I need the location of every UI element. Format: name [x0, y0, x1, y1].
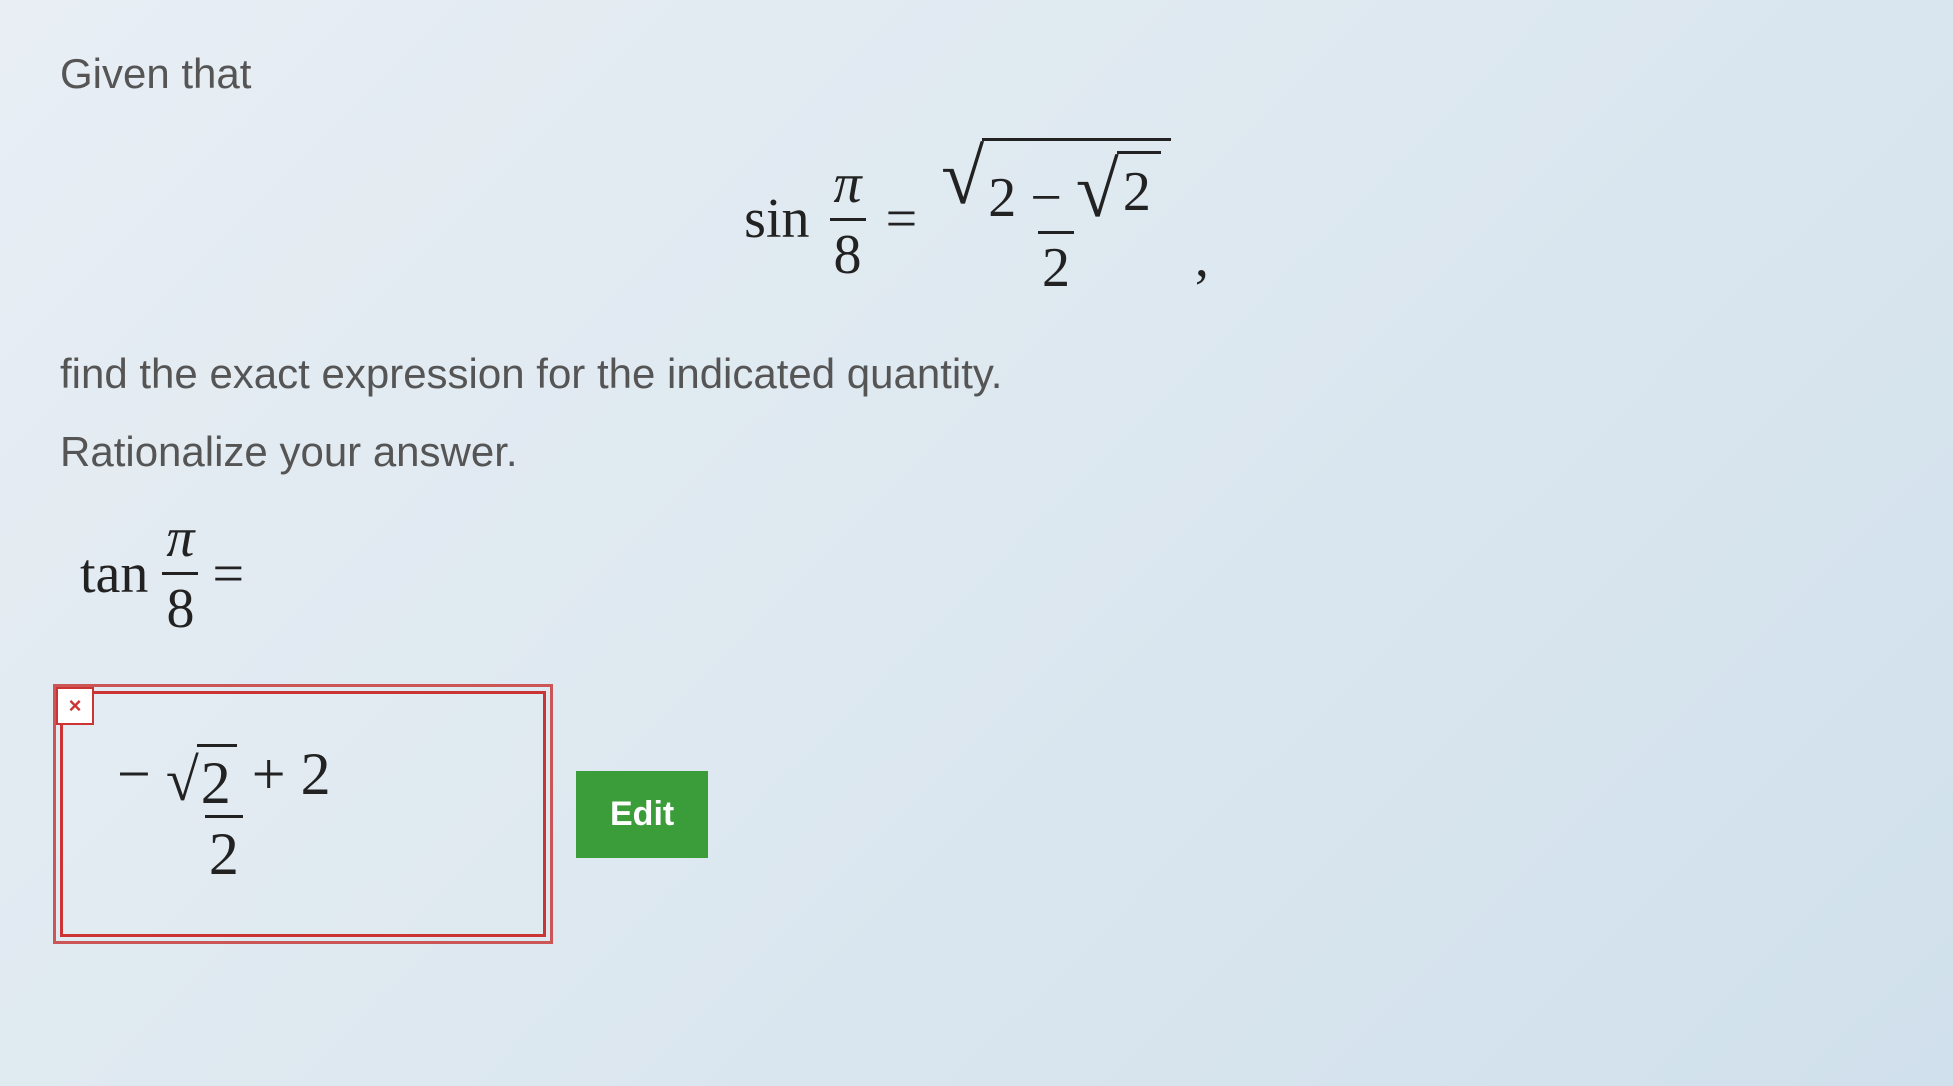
- given-text: Given that: [60, 50, 1893, 98]
- answer-box-wrap: × − √ 2 + 2 2: [60, 691, 546, 937]
- answer-math: − √ 2 + 2 2: [113, 740, 335, 889]
- rhs-fraction: √ 2 − √ 2 2: [937, 138, 1175, 300]
- tan-arg-fraction: π 8: [162, 506, 198, 641]
- answer-addend: 2: [301, 741, 331, 807]
- inner-radicand: 2: [1117, 151, 1161, 220]
- rhs-minus: −: [1030, 167, 1062, 229]
- rhs-den: 2: [1038, 231, 1074, 300]
- func-tan: tan: [80, 542, 148, 606]
- rhs-a: 2: [988, 167, 1016, 229]
- answer-radicand: 2: [197, 744, 237, 813]
- incorrect-icon: ×: [56, 687, 94, 725]
- sin-arg-fraction: π 8: [830, 152, 866, 287]
- tan-arg-num: π: [162, 506, 198, 572]
- sin-arg-num: π: [830, 152, 866, 218]
- answer-sqrt: √ 2: [166, 744, 237, 813]
- outer-sqrt: √ 2 − √ 2: [941, 138, 1171, 229]
- prompt-equation: tan π 8 =: [80, 506, 1893, 641]
- equals-sign: =: [886, 187, 918, 251]
- question-page: Given that sin π 8 = √ 2 − √: [0, 0, 1953, 987]
- answer-plus: +: [252, 741, 286, 807]
- trailing-comma: ,: [1195, 226, 1209, 290]
- func-sin: sin: [744, 187, 809, 251]
- answer-den: 2: [205, 815, 243, 889]
- given-equation: sin π 8 = √ 2 − √ 2: [60, 138, 1893, 300]
- find-text: find the exact expression for the indica…: [60, 350, 1893, 398]
- inner-sqrt: √ 2: [1076, 151, 1161, 229]
- answer-area: × − √ 2 + 2 2: [60, 691, 1893, 937]
- answer-box[interactable]: − √ 2 + 2 2: [60, 691, 546, 937]
- prompt-equals: =: [212, 542, 244, 606]
- tan-arg-den: 8: [162, 572, 198, 641]
- edit-button[interactable]: Edit: [576, 771, 708, 858]
- answer-neg: −: [117, 741, 151, 807]
- sin-arg-den: 8: [830, 218, 866, 287]
- rationalize-text: Rationalize your answer.: [60, 428, 1893, 476]
